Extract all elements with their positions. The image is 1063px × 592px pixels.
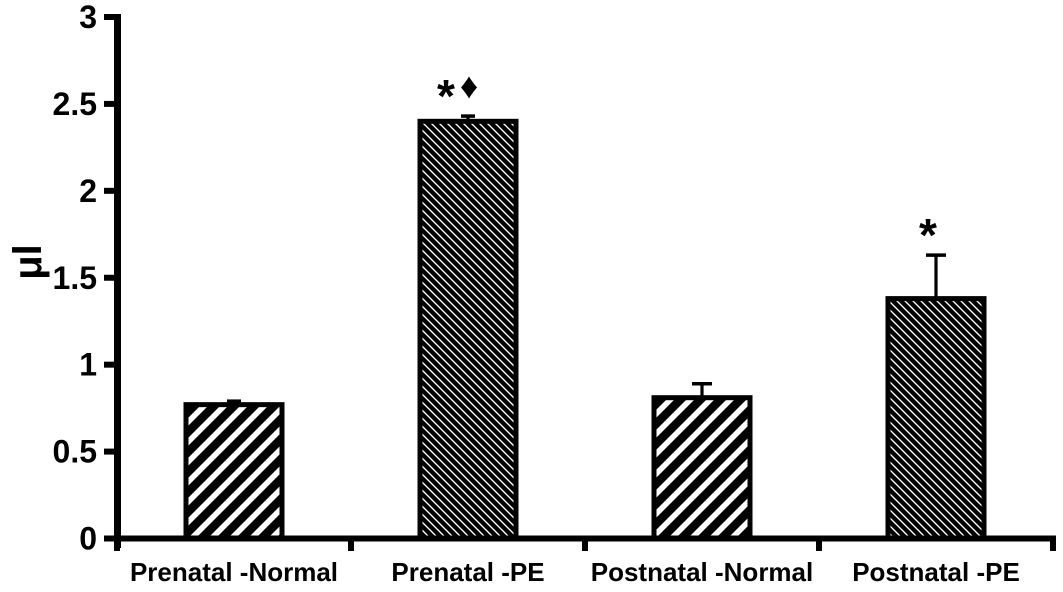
significance-annotation-postnatal-pe: *	[919, 209, 937, 261]
bar-prenatal-normal	[183, 402, 285, 542]
y-tick-label: 2.5	[53, 86, 97, 122]
y-tick-label: 2	[79, 173, 97, 209]
bar-postnatal-normal	[651, 395, 753, 541]
x-axis-category-label: Postnatal -PE	[852, 557, 1020, 587]
y-tick-label: 3	[79, 0, 97, 35]
significance-annotation-prenatal-pe: * ♦	[437, 65, 478, 122]
error-bar-postnatal-normal	[692, 382, 712, 397]
y-axis-title: μl	[6, 244, 50, 280]
x-axis-category-label: Prenatal -PE	[391, 557, 544, 587]
bar-prenatal-pe	[417, 118, 519, 542]
error-bar-postnatal-pe	[926, 253, 946, 298]
error-bar-prenatal-normal	[227, 399, 241, 404]
diamond-symbol: ♦	[460, 65, 478, 106]
asterisk-symbol: *	[919, 209, 937, 261]
y-tick-label: 1	[79, 347, 97, 383]
x-axis-category-label: Prenatal -Normal	[130, 557, 338, 587]
y-tick-label: 0.5	[53, 434, 97, 470]
error-bar-prenatal-pe	[461, 114, 475, 121]
asterisk-symbol: *	[437, 70, 455, 122]
bar-postnatal-pe	[885, 296, 987, 541]
y-tick-label: 0	[79, 521, 97, 557]
y-tick-label: 1.5	[53, 260, 97, 296]
x-axis-category-label: Postnatal -Normal	[591, 557, 814, 587]
